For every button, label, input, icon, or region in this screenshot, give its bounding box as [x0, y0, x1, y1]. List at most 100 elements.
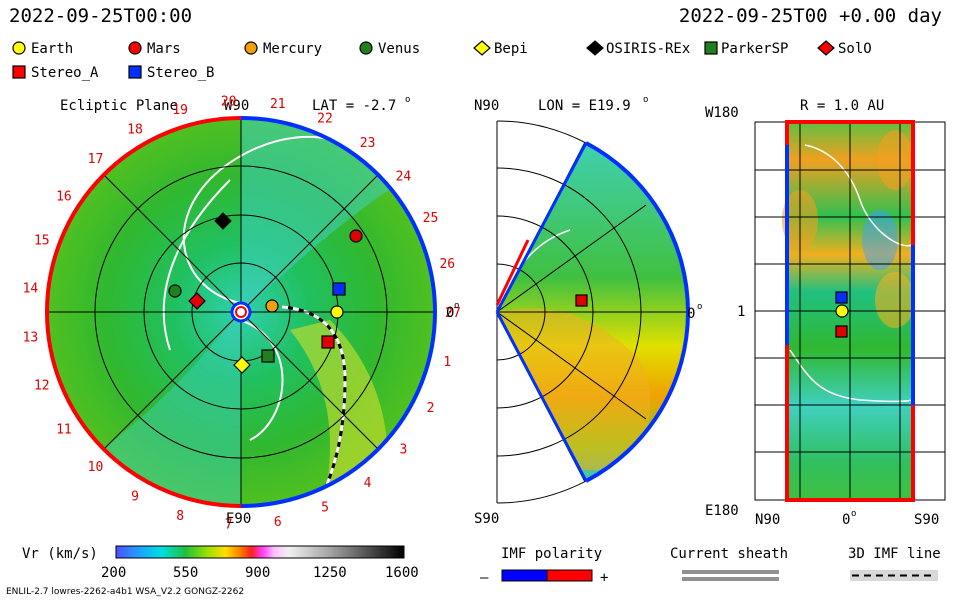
- carrington-label: 10: [88, 460, 104, 475]
- ecliptic-right-label: 0: [446, 305, 454, 321]
- bepi-marker-icon: [473, 40, 491, 56]
- mars-marker-icon: [128, 41, 142, 55]
- carrington-label: 2: [427, 401, 435, 416]
- carrington-label: 11: [56, 423, 72, 438]
- meridional-top-label: N90: [474, 98, 499, 114]
- ecliptic-lat-degree: o: [405, 95, 410, 105]
- carrington-label: 25: [423, 211, 439, 226]
- legend-label: SolO: [838, 41, 872, 57]
- parkersp-marker-icon: [704, 41, 718, 55]
- mercury-marker-icon: [265, 299, 279, 313]
- current-sheath-line: [682, 577, 779, 581]
- carrington-label: 14: [23, 281, 39, 296]
- current-sheath-legend: Current sheath: [670, 546, 788, 581]
- legend-stereo-a: Stereo_A: [12, 65, 99, 81]
- legend-label: Venus: [378, 41, 420, 57]
- map-axis-n90: N90: [755, 512, 780, 528]
- stereo-b-marker-icon: [128, 65, 142, 79]
- carrington-label: 18: [127, 122, 143, 137]
- ecliptic-right-degree: o: [454, 301, 459, 311]
- carrington-label: 15: [34, 234, 50, 249]
- stereo-a-marker-icon: [321, 335, 335, 349]
- stereo-a-marker-icon: [12, 65, 26, 79]
- ecliptic-title: Ecliptic Plane: [60, 98, 178, 114]
- carrington-label: 24: [396, 170, 412, 185]
- carrington-label: 20: [221, 94, 237, 109]
- polarity-arc-nw: [45, 116, 242, 313]
- carrington-label: 17: [88, 152, 104, 167]
- carrington-label: 19: [172, 103, 188, 118]
- sun-icon: [230, 301, 252, 323]
- imf-polarity-legend: IMF polarity – +: [480, 546, 608, 586]
- colorbar: Vr (km/s) 200 550 900 1250 1600: [22, 545, 419, 581]
- meridional-edge-positive: [495, 239, 530, 306]
- carrington-label: 16: [56, 190, 72, 205]
- map-top-left-label: W180: [705, 105, 739, 121]
- current-sheath-line: [682, 570, 779, 574]
- ecliptic-panel: Ecliptic Plane W90 LAT = -2.7 o 12345678…: [23, 94, 461, 532]
- carrington-label: 13: [23, 331, 39, 346]
- carrington-label: 3: [399, 442, 407, 457]
- polarity-arc-se: [240, 311, 437, 508]
- legend-label: Mars: [147, 41, 181, 57]
- imf-line-legend: 3D IMF line: [848, 546, 941, 581]
- legend-label: ParkerSP: [721, 41, 788, 57]
- osiris-rex-marker-icon: [214, 212, 232, 230]
- carrington-label: 8: [176, 509, 184, 524]
- colorbar-gradient: [115, 545, 405, 559]
- legend-label: Mercury: [263, 41, 322, 57]
- colorbar-tick: 1600: [385, 565, 419, 581]
- stereo-b-marker-icon: [332, 282, 346, 296]
- meridional-right-label: 0: [687, 306, 695, 322]
- venus-marker-icon: [359, 41, 373, 55]
- imf-negative-swatch: [501, 569, 548, 582]
- carrington-label: 9: [131, 490, 139, 505]
- venus-marker-icon: [168, 284, 182, 298]
- legend-osiris-rex: OSIRIS-REx: [586, 40, 690, 57]
- imf-line-title: 3D IMF line: [848, 546, 941, 562]
- earth-marker-icon: [12, 41, 26, 55]
- imf-title: IMF polarity: [501, 546, 602, 562]
- carrington-label: 7: [225, 518, 233, 533]
- carrington-label: 5: [321, 501, 329, 516]
- meridional-bottom-label: S90: [474, 511, 499, 527]
- sun-core-icon: [235, 306, 247, 318]
- stereo-a-marker-icon: [835, 325, 848, 338]
- colorbar-tick: 550: [173, 565, 198, 581]
- legend-label: Stereo_A: [31, 65, 99, 81]
- map-mid-left-label: 1: [737, 304, 745, 320]
- legend-label: Bepi: [494, 41, 528, 57]
- meridional-lon-label: LON = E19.9: [538, 98, 631, 114]
- model-footer: ENLIL-2.7 lowres-2262-a4b1 WSA_V2.2 GONG…: [6, 587, 245, 597]
- legend-label: OSIRIS-REx: [606, 41, 690, 57]
- carrington-label: 26: [439, 257, 455, 272]
- legend-bepi: Bepi: [473, 40, 528, 57]
- stereo-a-marker-icon: [575, 294, 588, 307]
- map-axis-0: 0: [842, 512, 850, 528]
- legend-label: Earth: [31, 41, 73, 57]
- carrington-label: 1: [443, 355, 451, 370]
- carrington-label: 22: [317, 111, 333, 126]
- meridional-right-degree: o: [697, 302, 702, 312]
- bepi-marker-icon: [233, 356, 251, 374]
- current-sheath-title: Current sheath: [670, 546, 788, 562]
- map-r-label: R = 1.0 AU: [800, 98, 884, 114]
- colorbar-tick: 900: [245, 565, 270, 581]
- solo-marker-icon: [817, 40, 835, 56]
- legend-label: Stereo_B: [147, 65, 214, 81]
- colorbar-tick: 200: [101, 565, 126, 581]
- carrington-label: 27: [445, 306, 461, 321]
- map-panel: R = 1.0 AU W180 1 E180 N90 0 o S90: [705, 98, 946, 528]
- osiris-rex-marker-icon: [586, 40, 604, 56]
- solo-marker-icon: [188, 292, 206, 310]
- imf-plus: +: [600, 570, 608, 586]
- timestamp-right: 2022-09-25T00 +0.00 day: [678, 5, 942, 27]
- legend-stereo-b: Stereo_B: [128, 65, 214, 81]
- map-axis-s90: S90: [914, 512, 939, 528]
- meridional-edge-top: [495, 142, 588, 313]
- imf-positive-swatch: [546, 569, 593, 582]
- ecliptic-bottom-label: E90: [226, 511, 251, 527]
- ecliptic-lat-label: LAT = -2.7: [312, 98, 396, 114]
